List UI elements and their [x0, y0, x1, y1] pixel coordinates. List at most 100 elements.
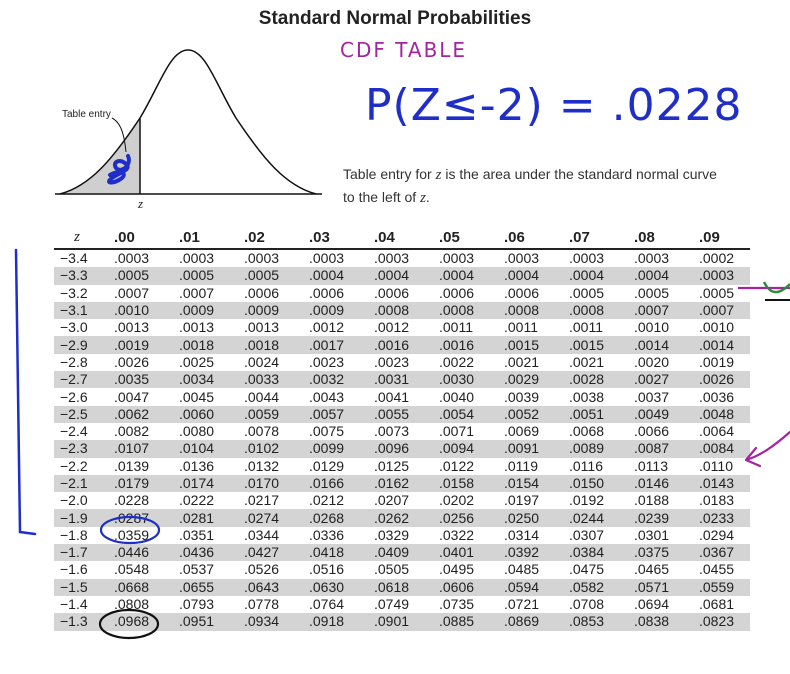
probability-cell: .0024: [244, 353, 280, 370]
caption-text-3: .: [425, 189, 430, 205]
table-row: −1.3.0968.0951.0934.0918.0901.0885.0869.…: [54, 613, 750, 631]
probability-cell: .0062: [100, 405, 165, 423]
probability-cell: .0032: [295, 371, 360, 389]
table-row: −2.1.0179.0174.0170.0166.0162.0158.0154.…: [54, 474, 750, 493]
row-z-value: −1.8: [60, 526, 88, 543]
probability-cell: .0885: [425, 613, 490, 631]
green-mark: [762, 281, 790, 294]
probability-cell: .0351: [179, 526, 215, 543]
probability-cell: .0005: [165, 267, 230, 285]
probability-cell: .0125: [374, 457, 410, 474]
probability-cell: .0005: [100, 267, 165, 285]
table-row: −1.5.0668.0655.0643.0630.0618.0606.0594.…: [54, 578, 750, 596]
table-row: −3.4 .0003 .0003 .0003 .0003 .0003 .0003 .0003.…: [54, 249, 750, 267]
probability-cell: .0091: [490, 440, 555, 458]
table-header-row: z .00.01.02.03.04.05.06.07.08.09: [54, 226, 750, 250]
blue-scribble-mark: [107, 154, 131, 185]
probability-cell: .0559: [685, 578, 750, 596]
probability-cell: .0068: [569, 423, 605, 440]
table-row: −3.1.0010.0009.0009.0009.0008.0008.0008.…: [54, 301, 750, 320]
z-axis-label: z: [137, 196, 143, 211]
column-header: .09: [685, 226, 750, 250]
row-z-value: −1.4: [60, 596, 88, 613]
probability-cell: .0681: [699, 596, 735, 613]
probability-cell: .0037: [634, 388, 670, 405]
probability-cell: .0008: [555, 301, 620, 320]
probability-cell: .0087: [620, 440, 685, 458]
probability-cell: .0618: [360, 578, 425, 596]
column-header: .04: [360, 226, 425, 250]
probability-cell: .0136: [179, 457, 215, 474]
caption-z: z: [435, 167, 442, 183]
probability-cell: .0174: [165, 474, 230, 493]
probability-cell: .0793: [179, 596, 215, 613]
probability-cell: .0003: [114, 250, 150, 267]
probability-cell: .0808: [114, 596, 150, 613]
probability-cell: .0004: [295, 267, 360, 285]
table-row: −2.7.0035.0034.0033.0032.0031.0030.0029.…: [54, 371, 750, 389]
probability-cell: .0055: [360, 405, 425, 423]
probability-cell: .0006: [439, 284, 475, 301]
probability-cell: .0012: [374, 319, 410, 336]
probability-cell: .0436: [165, 544, 230, 562]
table-row: −3.0 .0013 .0013 .0013 .0012 .0012 .0011 .0011.…: [54, 319, 750, 336]
probability-cell: .0129: [309, 457, 345, 474]
probability-cell: .0035: [100, 371, 165, 389]
blue-bracket-mark: [14, 248, 37, 536]
probability-cell: .0048: [685, 405, 750, 423]
table-row: −1.4 .0808 .0793 .0778 .0764 .0749 .0735 .0721.…: [54, 596, 750, 613]
probability-cell: .0007: [114, 284, 150, 301]
probability-cell: .0287: [100, 509, 165, 527]
probability-cell: .0212: [309, 492, 345, 509]
probability-cell: .0047: [114, 388, 150, 405]
probability-cell: .0019: [100, 336, 165, 354]
probability-cell: .0014: [620, 336, 685, 354]
probability-cell: .0043: [309, 388, 345, 405]
probability-cell: .0003: [439, 250, 475, 267]
probability-cell: .0010: [100, 301, 165, 320]
table-row: −3.2 .0007 .0007 .0006 .0006 .0006 .0006 .0006.…: [54, 285, 750, 302]
probability-cell: .0823: [685, 613, 750, 631]
probability-cell: .0594: [490, 578, 555, 596]
probability-cell: .0427: [230, 544, 295, 562]
probability-cell: .0007: [179, 284, 215, 301]
probability-cell: .0008: [490, 301, 555, 320]
probability-cell: .0007: [620, 301, 685, 320]
probability-cell: .0003: [244, 250, 280, 267]
table-entry-label: Table entry: [62, 109, 111, 120]
probability-cell: .0314: [504, 526, 540, 543]
probability-cell: .0119: [504, 457, 538, 474]
probability-cell: .0071: [439, 423, 475, 440]
probability-cell: .0033: [230, 371, 295, 389]
probability-cell: .0418: [295, 544, 360, 562]
probability-cell: .0281: [165, 509, 230, 527]
probability-cell: .0154: [490, 474, 555, 493]
probability-cell: .0344: [244, 526, 280, 543]
probability-cell: .0016: [425, 336, 490, 354]
probability-cell: .0571: [620, 578, 685, 596]
probability-cell: .0082: [114, 423, 150, 440]
probability-cell: .0013: [244, 319, 280, 336]
probability-cell: .0041: [374, 388, 410, 405]
column-header: .00: [100, 226, 165, 250]
probability-cell: .0495: [439, 561, 475, 578]
column-header: .06: [490, 226, 555, 250]
probability-cell: .0018: [165, 336, 230, 354]
row-z-value: −1.7: [54, 544, 100, 562]
probability-cell: .0005: [634, 284, 670, 301]
probability-cell: .0044: [244, 388, 280, 405]
probability-cell: .0005: [230, 267, 295, 285]
probability-cell: .0307: [569, 526, 605, 543]
probability-cell: .0011: [439, 319, 473, 336]
page-title: Standard Normal Probabilities: [258, 8, 532, 29]
probability-cell: .0003: [374, 250, 410, 267]
row-z-value: −2.5: [54, 405, 100, 423]
probability-cell: .0089: [555, 440, 620, 458]
probability-cell: .0606: [425, 578, 490, 596]
probability-cell: .0359: [114, 526, 150, 543]
probability-cell: .0222: [179, 492, 215, 509]
row-z-value: −2.7: [54, 371, 100, 389]
probability-cell: .0019: [699, 353, 735, 370]
probability-cell: .0336: [309, 526, 345, 543]
probability-cell: .0028: [555, 371, 620, 389]
